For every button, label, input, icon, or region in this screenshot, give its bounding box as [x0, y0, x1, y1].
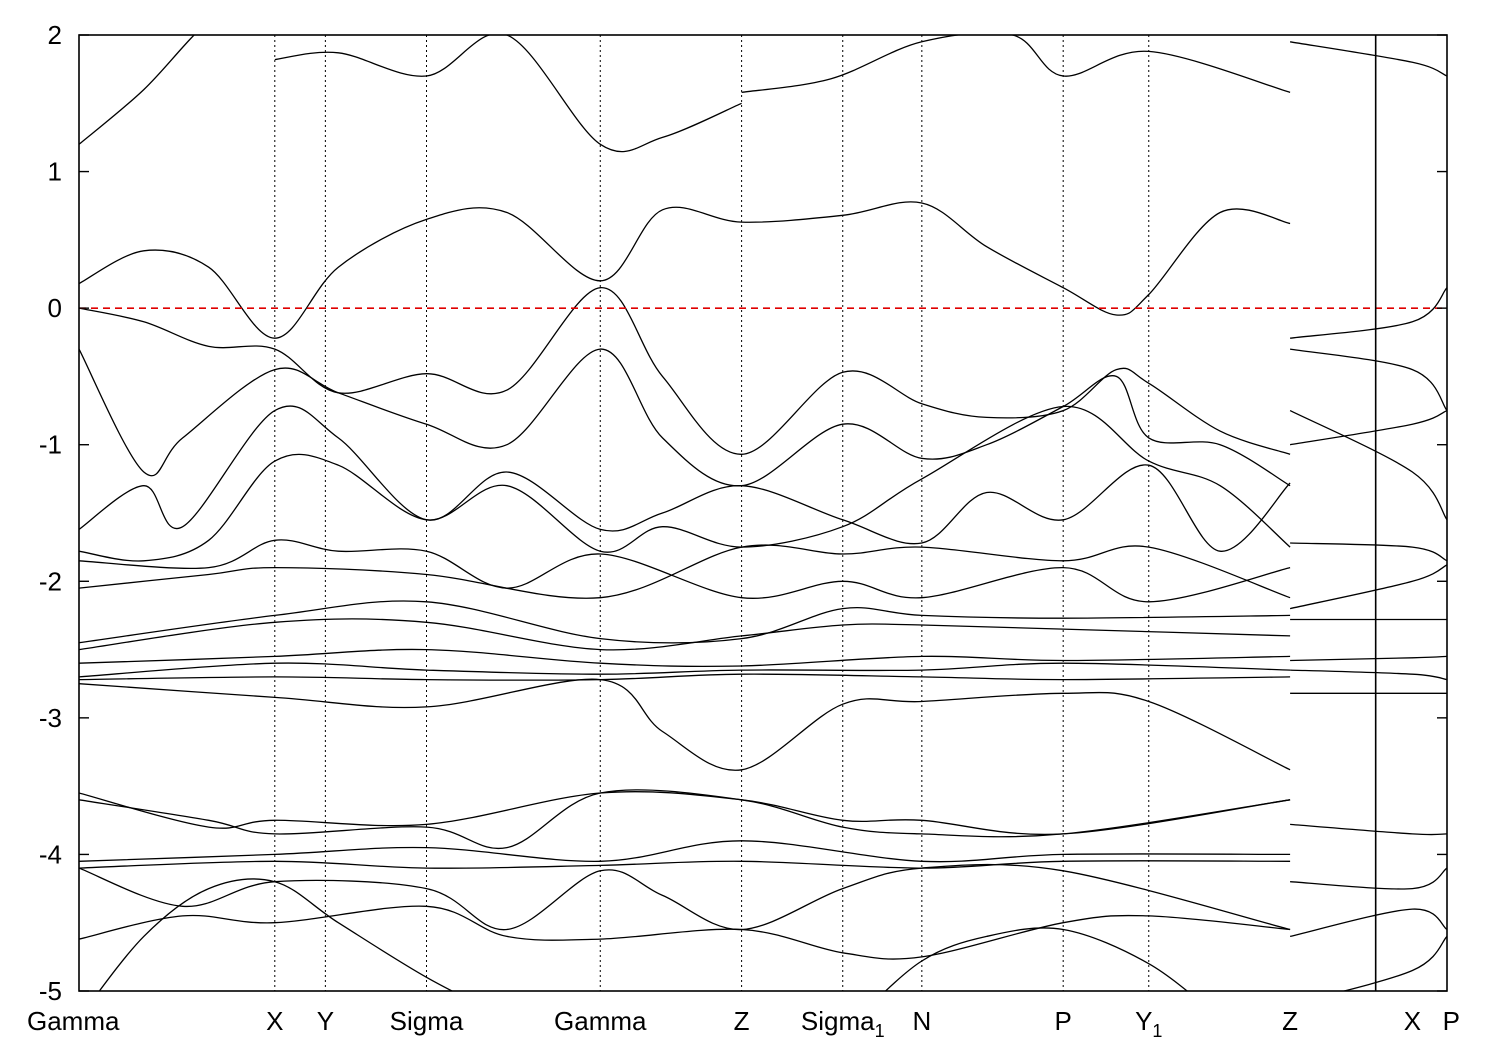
band-line — [79, 348, 1291, 487]
band-line — [741, 35, 1291, 94]
band-line — [79, 35, 196, 145]
band-line — [79, 618, 1291, 651]
x-tick-label: P — [1055, 1006, 1072, 1036]
band-line — [1290, 287, 1447, 339]
x-axis-ticks: Gamma X Y Sigma Gamma Z Sigma1 N P Y1 Z X P — [27, 1006, 1460, 1041]
y-tick-label: -5 — [39, 976, 62, 1006]
band-line — [79, 544, 1291, 599]
band-line — [79, 648, 1291, 668]
band-line — [1289, 908, 1447, 938]
band-line — [79, 673, 1291, 681]
band-line — [79, 662, 1291, 678]
x-tick-label: Gamma — [27, 1006, 120, 1036]
band-line — [79, 201, 1291, 339]
band-line — [79, 791, 1291, 836]
band-line — [79, 860, 1291, 869]
band-line — [79, 678, 1291, 771]
band-line — [79, 905, 1291, 960]
band-line — [79, 600, 1291, 644]
x-tick-label: Sigma — [390, 1006, 464, 1036]
band-line — [79, 405, 1291, 562]
band-lines — [79, 35, 1447, 991]
y-tick-label: 1 — [48, 157, 62, 187]
band-line — [1290, 655, 1447, 662]
band-line — [79, 287, 1291, 455]
band-line — [1289, 409, 1447, 446]
band-line — [79, 789, 1291, 850]
x-tick-label: N — [912, 1006, 931, 1036]
y-axis-ticks: 2 1 0 -1 -2 -3 -4 -5 — [39, 20, 1447, 1006]
band-line — [98, 878, 454, 991]
x-tick-label: X — [266, 1006, 283, 1036]
band-line — [1289, 564, 1447, 610]
y-tick-label: -1 — [39, 430, 62, 460]
y-tick-label: -4 — [39, 839, 62, 869]
band-line — [79, 863, 1291, 931]
y-tick-label: -2 — [39, 566, 62, 596]
band-line — [1290, 669, 1447, 681]
x-tick-label: Y — [317, 1006, 334, 1036]
band-line — [79, 840, 1291, 863]
y-tick-label: -3 — [39, 703, 62, 733]
band-line — [1289, 410, 1447, 521]
band-line — [79, 405, 1291, 552]
band-line — [1290, 823, 1447, 836]
x-tick-label: Gamma — [554, 1006, 647, 1036]
plot-frame — [78, 34, 1448, 992]
band-line — [1341, 935, 1447, 991]
x-tick-label: Z — [734, 1006, 750, 1036]
x-tick-label: P — [1443, 1006, 1460, 1036]
band-line — [79, 539, 1291, 603]
y-tick-label: 2 — [48, 20, 62, 50]
x-tick-label: Sigma1 — [801, 1006, 885, 1041]
band-line — [1289, 348, 1447, 412]
band-line — [1289, 41, 1447, 77]
y-tick-label: 0 — [48, 293, 62, 323]
band-line — [274, 35, 742, 153]
x-tick-label: Z — [1282, 1006, 1298, 1036]
band-line — [1290, 542, 1447, 562]
x-tick-label: X — [1404, 1006, 1421, 1036]
band-line — [1290, 867, 1447, 890]
band-line — [884, 927, 1189, 991]
x-tick-label: Y1 — [1135, 1006, 1162, 1041]
